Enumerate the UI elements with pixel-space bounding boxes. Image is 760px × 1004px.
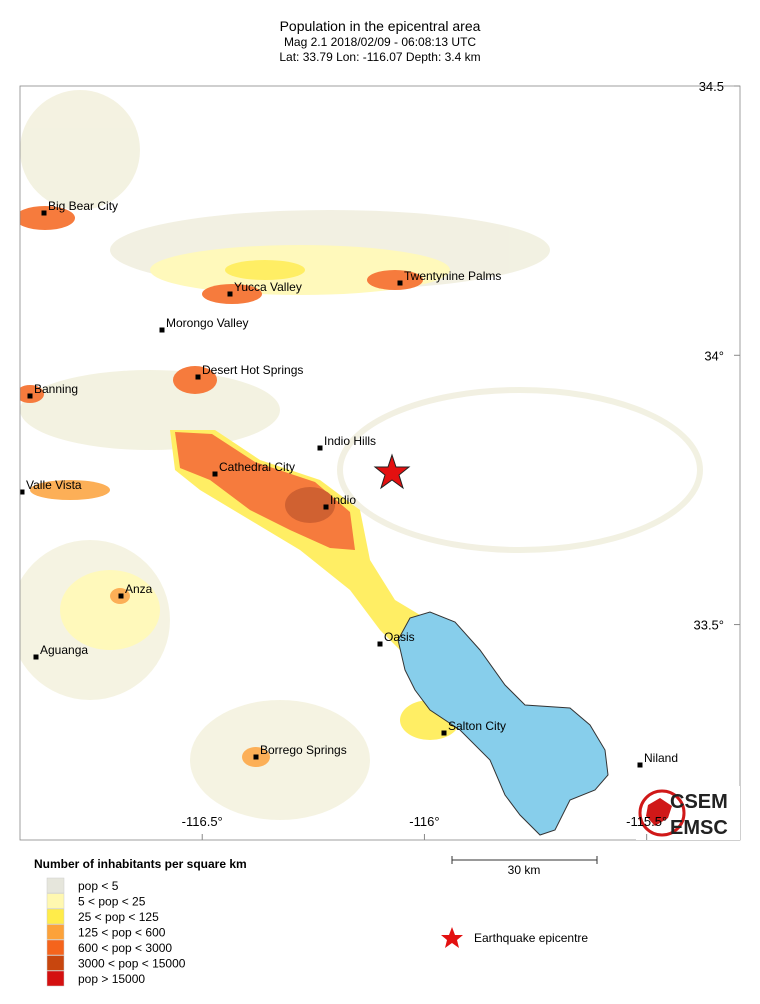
city-label: Salton City [448,719,506,733]
subtitle: Mag 2.1 2018/02/09 - 06:08:13 UTC [284,35,476,49]
lon-tick-label: -116.5° [182,814,223,829]
city-label: Indio Hills [324,434,376,448]
city-label: Desert Hot Springs [202,363,303,377]
legend-label: 600 < pop < 3000 [78,941,172,955]
legend-label: 25 < pop < 125 [78,910,159,924]
scale-bar: 30 km [451,856,598,877]
legend-swatch [46,939,65,956]
population-areas [20,90,703,820]
legend-label: 125 < pop < 600 [78,926,166,940]
city-marker [317,445,323,451]
city-marker [377,641,383,647]
city-marker [441,730,447,736]
city-marker [33,654,39,660]
city-label: Aguanga [40,643,88,657]
lat-tick-label: 34° [704,348,724,363]
legend-swatch [46,877,65,894]
title: Population in the epicentral area [280,18,481,34]
subtitle: Lat: 33.79 Lon: -116.07 Depth: 3.4 km [279,50,480,64]
city-label: Oasis [384,630,415,644]
map: Big Bear City Twentynine Palms Yucca Valle… [20,86,740,840]
city-label: Yucca Valley [234,280,302,294]
legend-label: Earthquake epicentre [474,931,588,945]
map-frame [19,85,741,841]
city-marker [212,471,218,477]
city-label: Big Bear City [48,199,118,213]
legend-swatch [46,955,65,971]
city-marker [195,374,201,380]
city-label: Twentynine Palms [404,269,501,283]
lon-tick-label: -115.5° [626,814,667,829]
legend-swatch [46,908,65,925]
city-label: Banning [34,382,78,396]
city-marker [397,280,403,286]
city-label: Anza [125,582,153,596]
legend-label: pop < 5 [78,879,119,893]
legend-label: 5 < pop < 25 [78,895,146,909]
city-label: Morongo Valley [166,316,249,330]
legend-swatch [46,893,65,909]
city-marker [323,504,329,510]
city-marker [20,489,25,495]
city-label: Niland [644,751,678,765]
city-marker [253,754,259,760]
legend-swatch [46,970,65,987]
salton-sea [397,611,609,836]
lon-tick-label: -116° [409,814,439,829]
city-marker [41,210,47,216]
lat-tick-label: 34.5 [699,79,724,94]
logo-text: EMSC [670,817,728,839]
city-label: Borrego Springs [260,743,347,757]
city-marker [637,762,643,768]
lat-tick-label: 33.5° [693,618,724,633]
city-label: Indio [330,493,356,507]
city-marker [27,393,33,399]
city-label: Cathedral City [219,460,295,474]
city-marker [159,327,165,333]
legend-title: Number of inhabitants per square km [34,857,247,871]
scale-label: 30 km [508,863,541,877]
legend-star [441,927,463,948]
logo-text: CSEM [670,791,728,813]
logo: CSEM EMSC [636,786,740,840]
legend-label: pop > 15000 [78,972,145,986]
city-label: Valle Vista [26,478,82,492]
legend-label: 3000 < pop < 15000 [78,957,186,971]
legend-swatch [46,924,65,940]
city-marker [118,593,124,599]
epicentre-star [373,453,411,490]
city-marker [227,291,233,297]
